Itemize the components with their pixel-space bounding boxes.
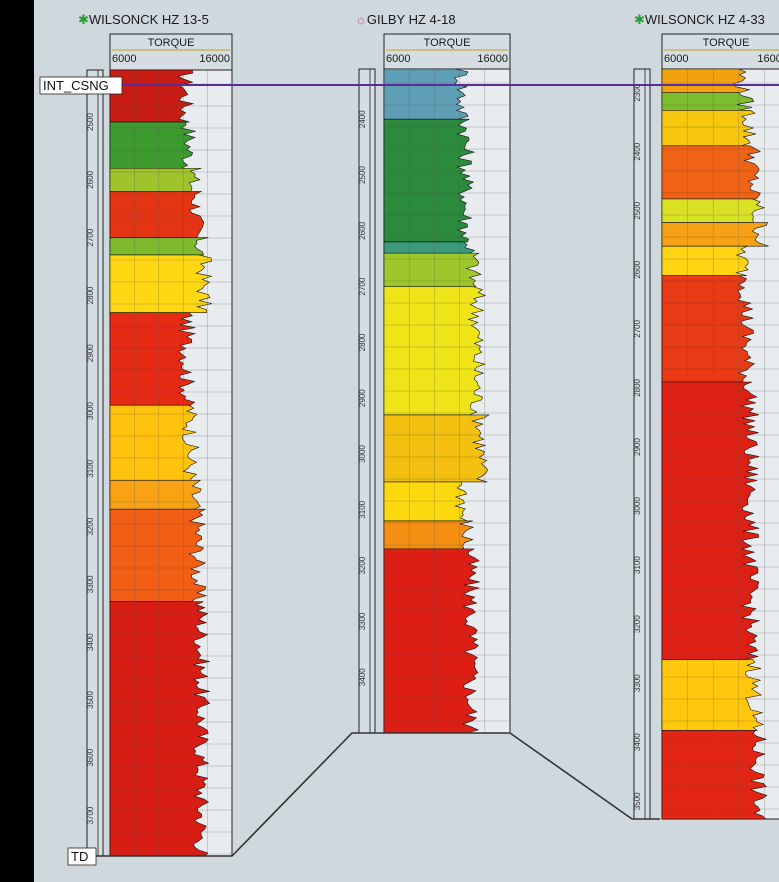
depth-label: 2500: [358, 166, 367, 184]
depth-label: 3500: [633, 792, 642, 810]
well-title: ✱WILSONCK HZ 13-5: [78, 12, 209, 27]
depth-label: 2600: [358, 221, 367, 239]
well-symbol-icon: ✱: [634, 12, 645, 27]
marker-line-td: [95, 732, 660, 857]
color-zone: [109, 121, 196, 169]
depth-label: 3200: [358, 556, 367, 574]
depth-label: 2800: [86, 286, 95, 304]
depth-label: 3100: [633, 556, 642, 574]
color-zone: [109, 254, 213, 314]
color-zone: [661, 222, 769, 247]
depth-label: 2900: [633, 438, 642, 456]
well-name: GILBY HZ 4-18: [367, 12, 456, 27]
depth-label: 2700: [633, 319, 642, 337]
scale-max-label: 16000: [477, 53, 508, 65]
depth-label: 2700: [86, 228, 95, 246]
color-zone: [661, 92, 755, 111]
marker-label-td: TD: [71, 849, 88, 864]
color-zone: [109, 404, 200, 481]
track-header: [661, 33, 779, 73]
color-zone: [383, 68, 469, 120]
color-zone: [661, 381, 761, 660]
color-zone: [383, 241, 476, 254]
well-title: ☼GILBY HZ 4-18: [355, 12, 456, 27]
depth-label: 2800: [358, 333, 367, 351]
marker-label-box: [39, 76, 123, 95]
track-header: [109, 33, 233, 73]
marker-label-box: [67, 847, 97, 866]
color-zone: [661, 145, 761, 200]
depth-label: 3200: [86, 517, 95, 535]
color-zone: [661, 110, 756, 147]
well-3: ✱WILSONCK HZ 4-33 TORQUE 6000 16000 2300 2400…: [633, 12, 779, 820]
color-zone: [661, 245, 749, 276]
color-zone: [661, 68, 751, 93]
scale-min-label: 6000: [112, 53, 136, 65]
color-zone: [661, 730, 768, 820]
curve-label: TORQUE: [424, 37, 471, 49]
marker-label-int-csng: INT_CSNG: [43, 78, 109, 93]
color-zone: [109, 601, 211, 857]
depth-label: 3400: [86, 633, 95, 651]
depth-label: 2400: [358, 110, 367, 128]
depth-label: 2300: [633, 83, 642, 101]
color-zone: [109, 312, 197, 406]
depth-label: 2600: [633, 260, 642, 278]
color-zone: [109, 508, 208, 603]
color-zone: [661, 659, 764, 731]
depth-label: 3600: [86, 748, 95, 766]
depth-label: 2600: [86, 170, 95, 188]
depth-label: 2800: [633, 378, 642, 396]
depth-label: 3700: [86, 806, 95, 824]
depth-label: 3400: [358, 668, 367, 686]
color-zone: [109, 237, 209, 256]
depth-label: 2900: [86, 344, 95, 362]
scale-max-label: 16000: [199, 53, 230, 65]
color-zone: [383, 481, 468, 522]
depth-label: 2700: [358, 277, 367, 295]
color-zone: [109, 191, 205, 238]
track-header: [383, 33, 511, 73]
color-zone: [383, 414, 490, 483]
depth-label: 2900: [358, 389, 367, 407]
depth-label: 2500: [633, 201, 642, 219]
correlation-fill: [232, 733, 632, 856]
scale-min-label: 6000: [664, 53, 688, 65]
curve-label: TORQUE: [703, 37, 750, 49]
color-zone: [109, 69, 195, 123]
color-zone: [383, 252, 482, 287]
well-2: ☼GILBY HZ 4-18 TORQUE 6000 16000 2400 2500 260…: [355, 12, 511, 734]
depth-label: 3300: [633, 674, 642, 692]
depth-label: 3000: [358, 445, 367, 463]
depth-label: 2500: [86, 113, 95, 131]
depth-label: 3000: [633, 497, 642, 515]
color-zone: [109, 167, 202, 192]
depth-label: 3000: [86, 402, 95, 420]
depth-label: 3300: [358, 612, 367, 630]
depth-label: 3300: [86, 575, 95, 593]
depth-label: 3100: [86, 459, 95, 477]
well-title: ✱WILSONCK HZ 4-33: [634, 12, 765, 27]
color-zone: [383, 118, 476, 243]
depth-label: 3200: [633, 615, 642, 633]
curve-label: TORQUE: [148, 37, 195, 49]
well-name: WILSONCK HZ 4-33: [645, 12, 765, 27]
well-name: WILSONCK HZ 13-5: [89, 12, 209, 27]
color-zone: [383, 520, 475, 550]
well-symbol-icon: ☼: [355, 12, 367, 27]
well-symbol-icon: ✱: [78, 12, 89, 27]
depth-label: 3400: [633, 733, 642, 751]
depth-label: 3500: [86, 691, 95, 709]
depth-label: 2400: [633, 142, 642, 160]
color-zone: [383, 548, 481, 734]
depth-label: 3100: [358, 500, 367, 518]
scale-max-label: 16000: [757, 53, 779, 65]
color-zone: [109, 480, 202, 510]
scale-min-label: 6000: [386, 53, 410, 65]
well-1: ✱WILSONCK HZ 13-5 TORQUE 6000 16000 2500 2600…: [78, 12, 233, 857]
